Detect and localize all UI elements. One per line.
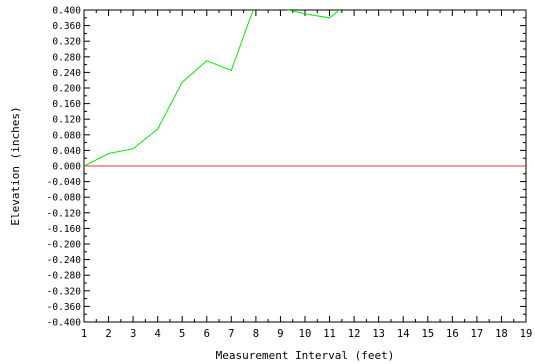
- y-tick-label: -0.320: [47, 286, 82, 297]
- x-tick-label: 3: [130, 328, 136, 340]
- x-tick-label: 14: [397, 328, 410, 340]
- x-tick-label: 8: [253, 328, 259, 340]
- x-tick-label: 19: [520, 328, 533, 340]
- x-tick-label: 16: [446, 328, 459, 340]
- y-tick-label: -0.080: [47, 193, 82, 204]
- x-tick-label: 5: [179, 328, 185, 340]
- x-tick-label: 13: [372, 328, 385, 340]
- x-tick-label: 15: [421, 328, 434, 340]
- y-tick-label: 0.200: [52, 84, 81, 95]
- y-tick-label: -0.240: [47, 255, 82, 266]
- y-tick-label: -0.160: [47, 224, 82, 235]
- x-tick-label: 11: [323, 328, 336, 340]
- x-axis-title: Measurement Interval (feet): [216, 349, 395, 362]
- y-tick-label: -0.360: [47, 302, 82, 313]
- y-tick-label: 0.400: [52, 6, 81, 17]
- y-tick-label: -0.200: [47, 240, 82, 251]
- y-tick-label: 0.040: [52, 146, 81, 157]
- y-tick-label: 0.160: [52, 99, 81, 110]
- x-tick-label: 9: [277, 328, 283, 340]
- x-tick-label: 18: [495, 328, 508, 340]
- y-tick-label: -0.400: [47, 318, 82, 329]
- x-tick-label: 1: [81, 328, 87, 340]
- x-tick-label: 12: [348, 328, 361, 340]
- x-tick-label: 17: [471, 328, 484, 340]
- y-tick-label: 0.280: [52, 52, 81, 63]
- x-tick-label: 6: [204, 328, 210, 340]
- y-axis-title: Elevation (inches): [9, 106, 22, 225]
- x-tick-label: 4: [155, 328, 161, 340]
- y-tick-label: 0.240: [52, 68, 81, 79]
- elevation-series-line: [84, 10, 341, 167]
- y-tick-label: -0.040: [47, 177, 82, 188]
- y-tick-label: 0.320: [52, 37, 81, 48]
- x-tick-label: 10: [299, 328, 312, 340]
- x-tick-label: 2: [105, 328, 111, 340]
- y-tick-label: -0.280: [47, 271, 82, 282]
- y-tick-label: 0.000: [52, 162, 81, 173]
- y-tick-label: -0.120: [47, 208, 82, 219]
- y-tick-label: 0.120: [52, 115, 81, 126]
- y-tick-label: 0.360: [52, 21, 81, 32]
- y-tick-label: 0.080: [52, 130, 81, 141]
- x-tick-label: 7: [228, 328, 234, 340]
